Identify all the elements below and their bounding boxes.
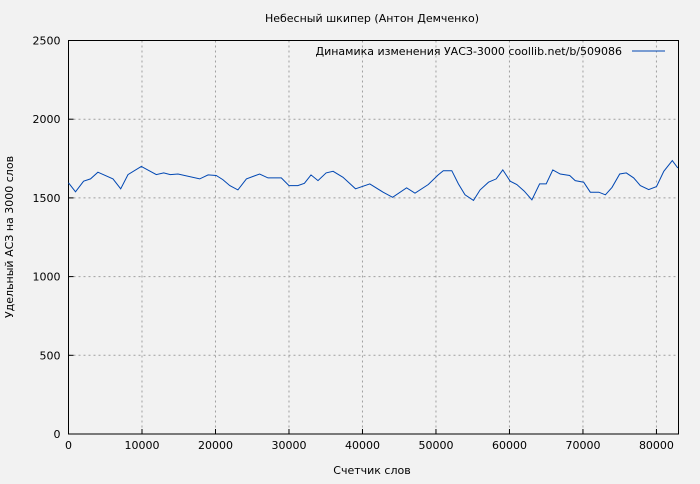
y-tick-label: 0	[54, 428, 61, 441]
series-line	[68, 159, 679, 202]
x-axis-label: Счетчик слов	[333, 464, 410, 477]
y-tick-label: 2500	[33, 35, 61, 48]
y-tick-label: 1500	[33, 192, 61, 205]
x-tick-label: 70000	[565, 439, 600, 452]
x-tick-label: 60000	[492, 439, 527, 452]
x-tick-label: 0	[65, 439, 72, 452]
chart-title: Небесный шкипер (Антон Демченко)	[265, 12, 479, 25]
legend-label: Динамика изменения УАСЗ-3000 coollib.net…	[316, 45, 623, 58]
y-tick-label: 1000	[33, 271, 61, 284]
x-tick-label: 50000	[418, 439, 453, 452]
x-tick-label: 40000	[345, 439, 380, 452]
x-tick-label: 80000	[639, 439, 674, 452]
ticks: 0 10000 20000 30000 40000 50000 60000 70000 8000…	[33, 35, 674, 453]
plot-frame	[68, 40, 679, 435]
y-tick-label: 500	[40, 349, 61, 362]
y-tick-label: 2000	[33, 113, 61, 126]
y-axis-label: Удельный АСЗ на 3000 слов	[3, 156, 16, 318]
grid	[68, 40, 679, 434]
x-tick-label: 20000	[198, 439, 233, 452]
x-tick-label: 10000	[124, 439, 159, 452]
x-tick-label: 30000	[271, 439, 306, 452]
